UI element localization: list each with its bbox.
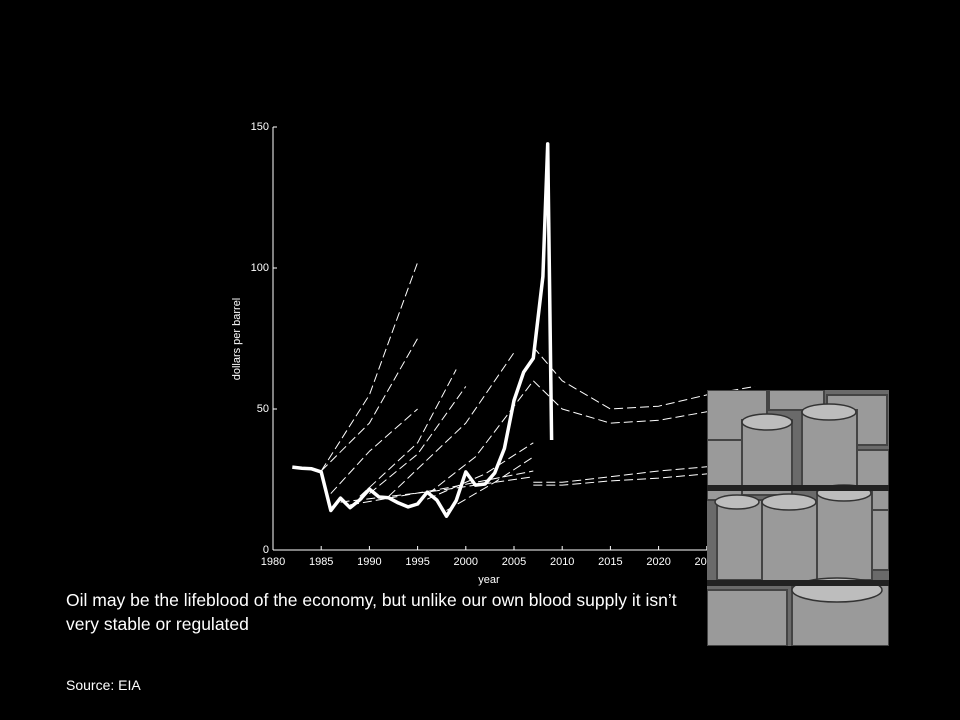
forecast-line xyxy=(340,476,534,503)
x-tick-label: 2000 xyxy=(454,556,478,568)
y-tick-label: 0 xyxy=(263,544,269,556)
forecast-line xyxy=(350,470,534,506)
x-tick-label: 1990 xyxy=(357,556,381,568)
x-tick-label: 2005 xyxy=(502,556,526,568)
forecast-line xyxy=(320,338,419,472)
forecast-line xyxy=(532,346,756,410)
x-tick-label: 1985 xyxy=(309,556,333,568)
forecast-line xyxy=(388,352,515,497)
x-tick-label: 1995 xyxy=(405,556,429,568)
forecast-line xyxy=(320,262,419,472)
x-tick-label: 2020 xyxy=(646,556,670,568)
x-tick-label: 1980 xyxy=(261,556,285,568)
x-axis-label: year xyxy=(478,574,500,586)
y-axis-label: dollars per barrel xyxy=(231,298,243,381)
x-tick-label: 2015 xyxy=(598,556,622,568)
y-tick-label: 50 xyxy=(257,403,269,415)
forecast-line xyxy=(330,408,418,494)
source-note: Source: EIA xyxy=(66,677,141,693)
forecast-line xyxy=(446,456,534,511)
y-tick-label: 150 xyxy=(251,121,269,133)
y-tick-label: 100 xyxy=(251,262,269,274)
forecast-line xyxy=(426,442,534,500)
barrels-photo xyxy=(707,390,889,646)
forecast-line xyxy=(359,369,457,497)
x-tick-label: 2010 xyxy=(550,556,574,568)
caption: Oil may be the lifeblood of the economy,… xyxy=(66,590,677,634)
forecast-line xyxy=(369,386,467,494)
